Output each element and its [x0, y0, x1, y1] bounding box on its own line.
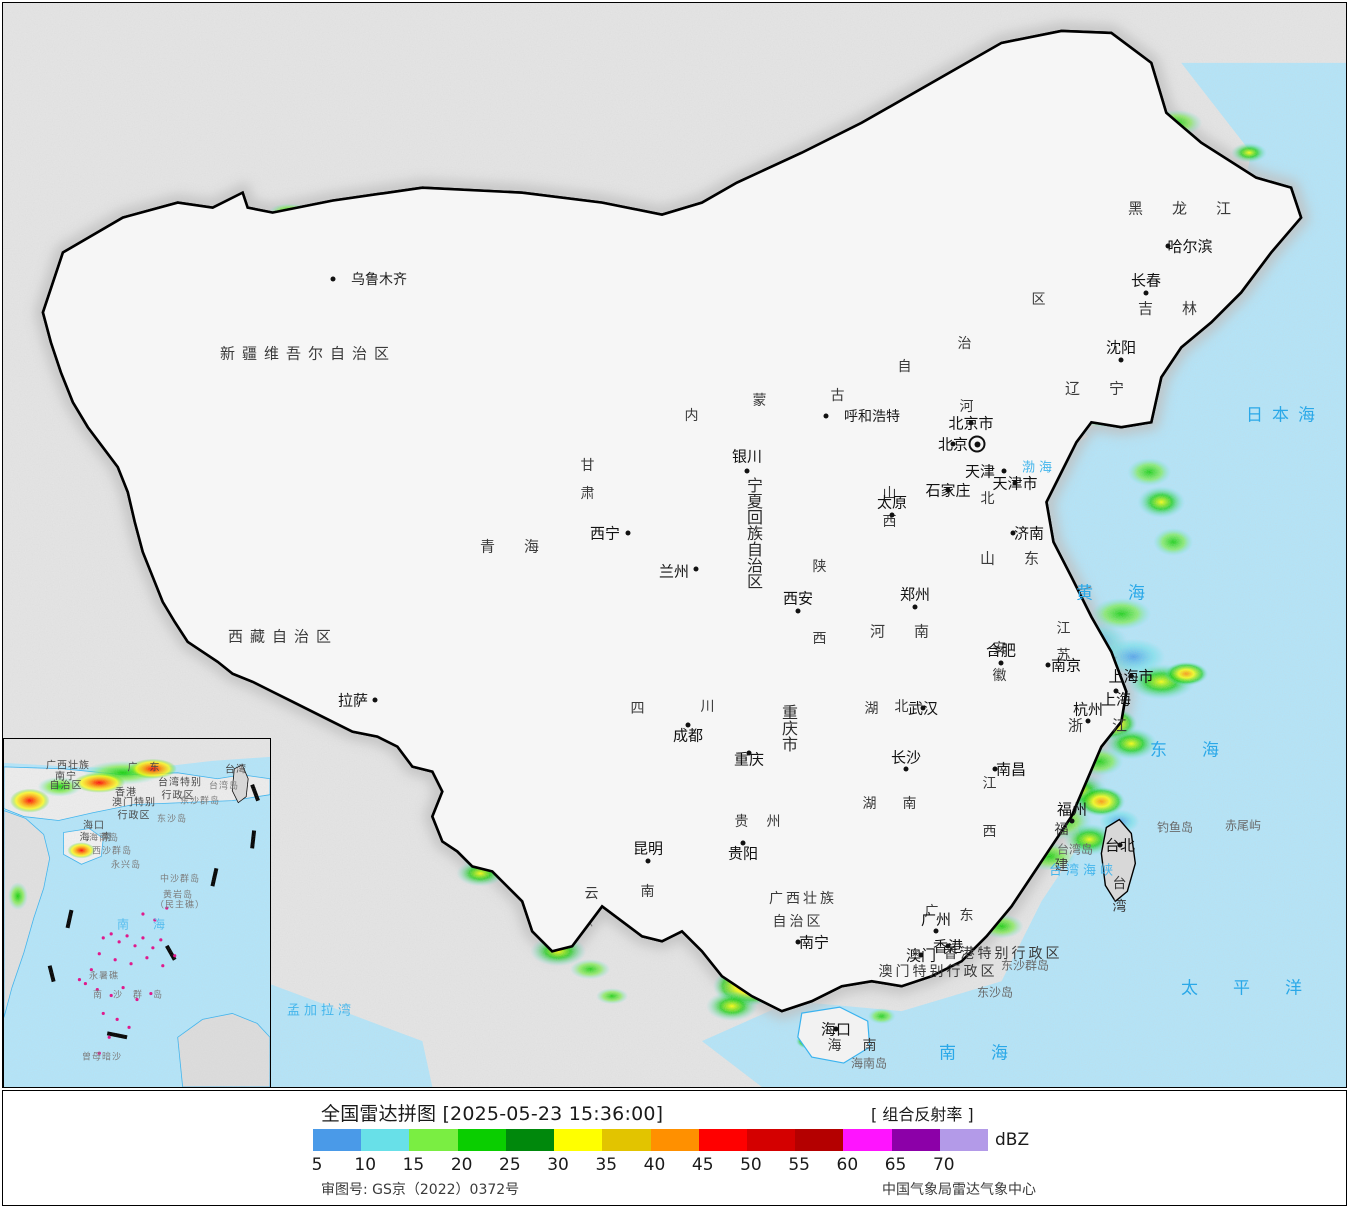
city-marker-dot: [1118, 357, 1124, 363]
tick-label-5: 5: [311, 1155, 323, 1175]
tick-label-25: 25: [499, 1155, 521, 1175]
city-marker-dot: [1165, 243, 1171, 249]
scale-swatch-5: [313, 1129, 362, 1151]
city-marker-dot: [889, 512, 895, 518]
scale-swatch-70: [939, 1129, 989, 1151]
city-marker-dot: [918, 952, 924, 958]
city-marker-dot: [945, 487, 951, 493]
radar-map-panel[interactable]: 新疆维吾尔自治区 西藏自治区青 海甘肃内蒙古自治区黑 龙 江吉 林辽 宁河北山西山…: [2, 2, 1347, 1088]
organization-name: 中国气象局雷达气象中心: [882, 1182, 1036, 1198]
city-marker-dot: [1001, 468, 1007, 474]
city-marker-dot: [625, 530, 631, 536]
city-marker-dot: [1045, 662, 1051, 668]
scale-swatch-40: [650, 1129, 699, 1151]
scale-swatch-10: [361, 1129, 410, 1151]
legend-product-type: [ 组合反射率 ]: [871, 1105, 974, 1124]
city-marker-dot: [1012, 480, 1018, 486]
tick-label-45: 45: [691, 1155, 714, 1175]
tick-label-65: 65: [884, 1155, 907, 1175]
color-scale-bar: [313, 1129, 989, 1151]
city-marker-dot: [1113, 688, 1119, 694]
city-marker-dot: [933, 928, 939, 934]
tick-label-70: 70: [932, 1155, 955, 1175]
city-marker-dot: [968, 420, 974, 426]
map-vector-layer: [3, 3, 1346, 1087]
scale-swatch-30: [554, 1129, 603, 1151]
scale-swatch-25: [505, 1129, 555, 1151]
hainan-island: [797, 1006, 871, 1064]
city-marker-dot: [1010, 530, 1016, 536]
radar-map-canvas[interactable]: 新疆维吾尔自治区 西藏自治区青 海甘肃内蒙古自治区黑 龙 江吉 林辽 宁河北山西山…: [3, 3, 1346, 1087]
tick-label-30: 30: [547, 1155, 569, 1175]
city-marker-dot: [372, 697, 378, 703]
city-marker-dot: [746, 750, 752, 756]
tick-label-10: 10: [354, 1155, 377, 1175]
tick-label-50: 50: [740, 1155, 762, 1175]
tick-label-40: 40: [643, 1155, 666, 1175]
south-china-sea-inset[interactable]: 广西壮族 自治区广 东南宁 台湾特别 行政区 澳门特别 行政区 香港 台湾 台湾岛 东沙群岛 东沙岛…: [3, 738, 271, 1087]
map-approval-number: 审图号: GS京（2022）0372号: [321, 1182, 520, 1198]
legend-title: 全国雷达拼图 [2025-05-23 15:36:00]: [321, 1103, 664, 1125]
color-scale-ticks: 5 10 15 20 25 30 35 40 45 50 55 60 65 70: [311, 1155, 1033, 1175]
tick-label-55: 55: [788, 1155, 810, 1175]
city-marker-dot: [693, 566, 699, 572]
city-marker-dot: [912, 604, 918, 610]
inset-vector-layer: [4, 739, 270, 1087]
city-marker-dot: [992, 766, 998, 772]
scale-swatch-20: [457, 1129, 506, 1151]
city-marker-dot: [795, 608, 801, 614]
tick-label-60: 60: [836, 1155, 859, 1175]
city-marker-dot: [823, 413, 829, 419]
dbz-unit-label: dBZ: [995, 1130, 1030, 1150]
city-marker-dot: [1069, 818, 1075, 824]
city-marker-dot: [903, 766, 909, 772]
city-marker-dot: [1143, 290, 1149, 296]
beijing-radar-site-icon: [968, 435, 986, 453]
scale-swatch-65: [891, 1129, 940, 1151]
city-marker-dot: [1085, 718, 1091, 724]
scale-swatch-45: [698, 1129, 747, 1151]
city-marker-dot: [920, 705, 926, 711]
taiwan-island: [1100, 818, 1137, 903]
scale-swatch-60: [843, 1129, 892, 1151]
city-marker-dot: [950, 441, 956, 447]
city-marker-dot: [744, 468, 750, 474]
city-marker-dot: [685, 722, 691, 728]
scale-swatch-50: [746, 1129, 796, 1151]
legend-panel: 全国雷达拼图 [2025-05-23 15:36:00] [ 组合反射率 ] d…: [2, 1090, 1347, 1206]
scale-swatch-35: [602, 1129, 651, 1151]
tick-label-20: 20: [450, 1155, 473, 1175]
city-marker-dot: [795, 939, 801, 945]
city-marker-dot: [998, 660, 1004, 666]
city-marker-dot: [740, 840, 746, 846]
city-marker-dot: [1128, 673, 1134, 679]
city-marker-dot: [645, 858, 651, 864]
city-marker-dot: [833, 1026, 839, 1032]
city-marker-dot: [1117, 842, 1123, 848]
tick-label-35: 35: [595, 1155, 618, 1175]
tick-label-15: 15: [402, 1155, 425, 1175]
scale-swatch-15: [409, 1129, 458, 1151]
scale-swatch-55: [795, 1129, 844, 1151]
city-marker-dot: [330, 276, 336, 282]
city-marker-dot: [945, 943, 951, 949]
